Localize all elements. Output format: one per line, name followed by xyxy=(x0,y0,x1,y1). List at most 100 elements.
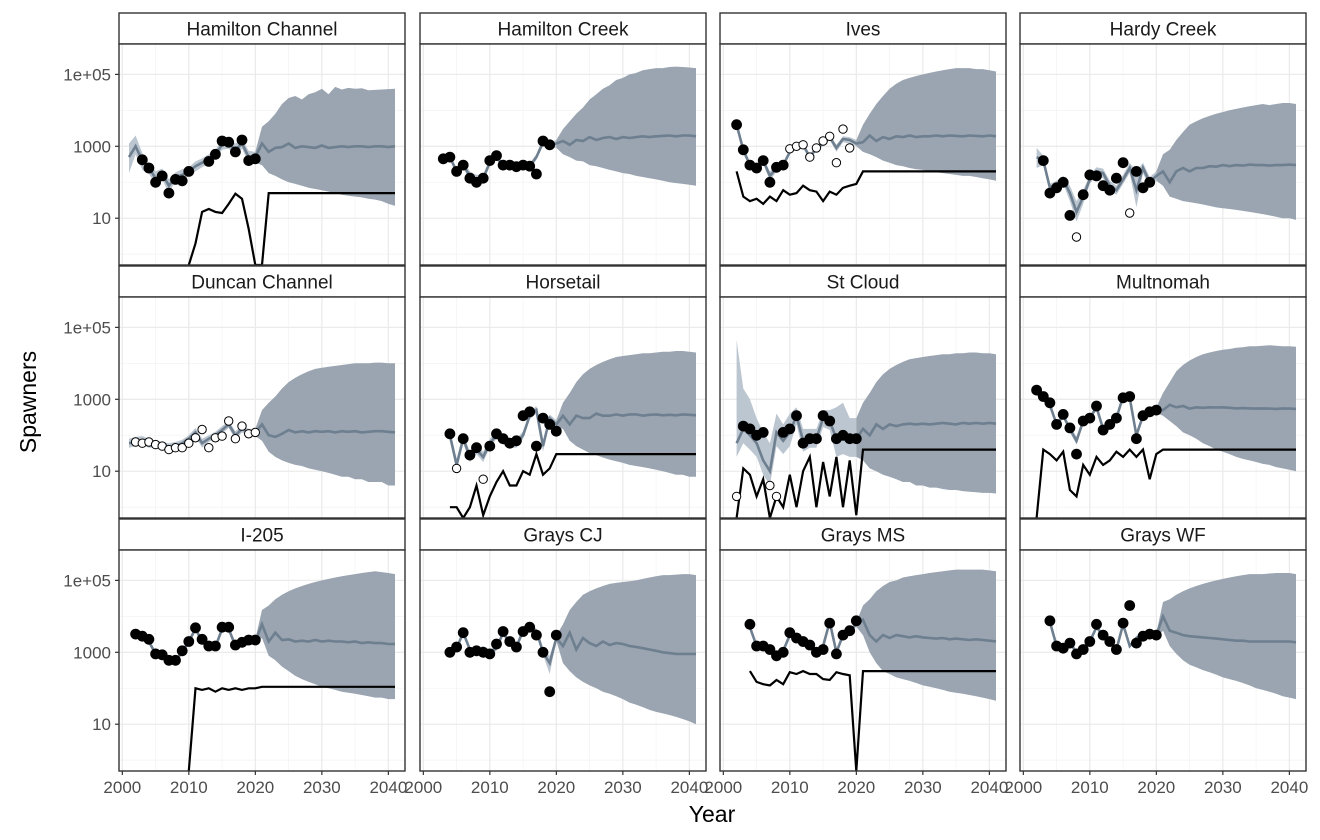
observation-point xyxy=(209,148,221,160)
panel-border xyxy=(1019,549,1307,772)
ribbon-forecast xyxy=(255,362,395,486)
observation-point xyxy=(791,410,802,422)
facet-panel: Hamilton Channel 10 1000 1e+05 xyxy=(63,12,406,266)
observation-point-hollow xyxy=(184,438,194,448)
facet-panel: Horsetail xyxy=(419,265,707,519)
x-tick-label: 2040 xyxy=(369,778,407,797)
x-tick-label: 2030 xyxy=(1204,778,1242,797)
observation-point xyxy=(497,626,509,637)
facet-title: Hamilton Creek xyxy=(498,20,629,41)
x-tick-label: 2040 xyxy=(970,778,1008,797)
x-axis-title: Year xyxy=(689,801,736,827)
observation-point xyxy=(1051,418,1062,430)
facet-panel: Grays WF 2000 2010 2020 2030 2040 xyxy=(1004,518,1308,797)
ribbon-forecast xyxy=(856,68,996,181)
threshold-line xyxy=(735,448,996,518)
observation-point xyxy=(1097,629,1109,641)
facet-strip xyxy=(1019,12,1307,45)
facet-title: Grays CJ xyxy=(523,526,602,547)
observation-point xyxy=(1057,408,1069,420)
facet-strip xyxy=(1019,265,1307,298)
threshold-line xyxy=(449,450,696,518)
y-tick-label: 1e+05 xyxy=(63,318,111,337)
ribbon-forecast xyxy=(556,574,696,725)
observation-point xyxy=(850,433,862,445)
observation-point xyxy=(1124,391,1136,402)
facet-panel: Multnomah xyxy=(1019,265,1307,519)
threshold-line xyxy=(735,170,996,206)
observation-point xyxy=(844,625,856,637)
y-tick-label: 1000 xyxy=(73,137,111,156)
observation-point xyxy=(1037,155,1049,167)
ribbon-forecast xyxy=(856,569,996,701)
panel-border xyxy=(419,296,707,519)
facet-strip xyxy=(118,12,406,45)
observation-point xyxy=(524,621,536,633)
observation-point xyxy=(511,641,522,653)
observation-point xyxy=(777,159,789,171)
observation-point xyxy=(1044,397,1056,409)
observation-point xyxy=(537,412,549,424)
observation-point xyxy=(190,622,201,634)
observation-point xyxy=(249,153,261,165)
median-line xyxy=(442,134,697,181)
observation-point xyxy=(1131,165,1142,177)
facet-title: I-205 xyxy=(240,526,283,547)
observation-point xyxy=(811,433,822,445)
plot-area xyxy=(744,569,997,771)
observation-point xyxy=(1124,600,1136,611)
facet-strip xyxy=(118,518,406,551)
facet-title: Grays WF xyxy=(1120,526,1206,547)
panel-border xyxy=(1019,296,1307,519)
plot-area xyxy=(1035,103,1297,242)
observation-point xyxy=(196,633,208,645)
panel-border xyxy=(719,43,1007,266)
observation-point xyxy=(1117,617,1129,629)
observation-point xyxy=(1044,615,1056,627)
observation-point xyxy=(176,645,188,657)
facet-strip xyxy=(719,265,1007,298)
observation-point xyxy=(1144,176,1156,188)
observation-point-hollow xyxy=(838,124,848,134)
observation-point xyxy=(444,151,456,163)
observation-point xyxy=(1131,433,1142,445)
observation-point-hollow xyxy=(217,431,227,441)
observation-point-hollow xyxy=(250,427,261,438)
x-tick-label: 2010 xyxy=(1071,778,1109,797)
x-tick-label: 2010 xyxy=(471,778,509,797)
observation-point xyxy=(170,654,181,666)
observation-point xyxy=(1084,412,1096,424)
x-tick-label: 2010 xyxy=(170,778,208,797)
observation-point xyxy=(531,168,542,180)
threshold-line xyxy=(187,685,395,771)
plot-area xyxy=(130,571,395,771)
facet-panel: Ives xyxy=(719,12,1007,266)
facet-strip xyxy=(719,518,1007,551)
facet-panels: Hamilton Channel 10 1000 1e+05 Hamilton Cree… xyxy=(63,12,1308,797)
x-tick-label: 2040 xyxy=(1270,778,1308,797)
observation-point xyxy=(183,165,195,177)
observation-point xyxy=(1064,422,1076,434)
observation-point xyxy=(491,150,502,162)
x-tick-label: 2040 xyxy=(670,778,708,797)
facet-panel: Duncan Channel 10 1000 1e+05 xyxy=(63,265,406,519)
facet-panel: Hamilton Creek xyxy=(419,12,707,266)
observation-point xyxy=(136,154,148,166)
observation-point xyxy=(1104,418,1116,430)
observation-point xyxy=(524,160,536,172)
observation-point xyxy=(544,686,556,698)
facet-title: St Cloud xyxy=(827,273,900,294)
observation-point-hollow xyxy=(771,491,782,502)
observation-point xyxy=(764,644,776,655)
observation-point xyxy=(236,134,248,146)
y-tick-label: 10 xyxy=(92,462,111,481)
observation-point-hollow xyxy=(230,434,241,444)
observation-point xyxy=(524,406,536,418)
observation-point xyxy=(1031,384,1042,396)
observation-point xyxy=(550,629,562,641)
plot-area xyxy=(1031,345,1297,518)
observation-point-hollow xyxy=(798,140,808,150)
plot-area xyxy=(444,574,696,725)
facet-strip xyxy=(118,265,406,298)
facet-strip xyxy=(419,12,707,45)
